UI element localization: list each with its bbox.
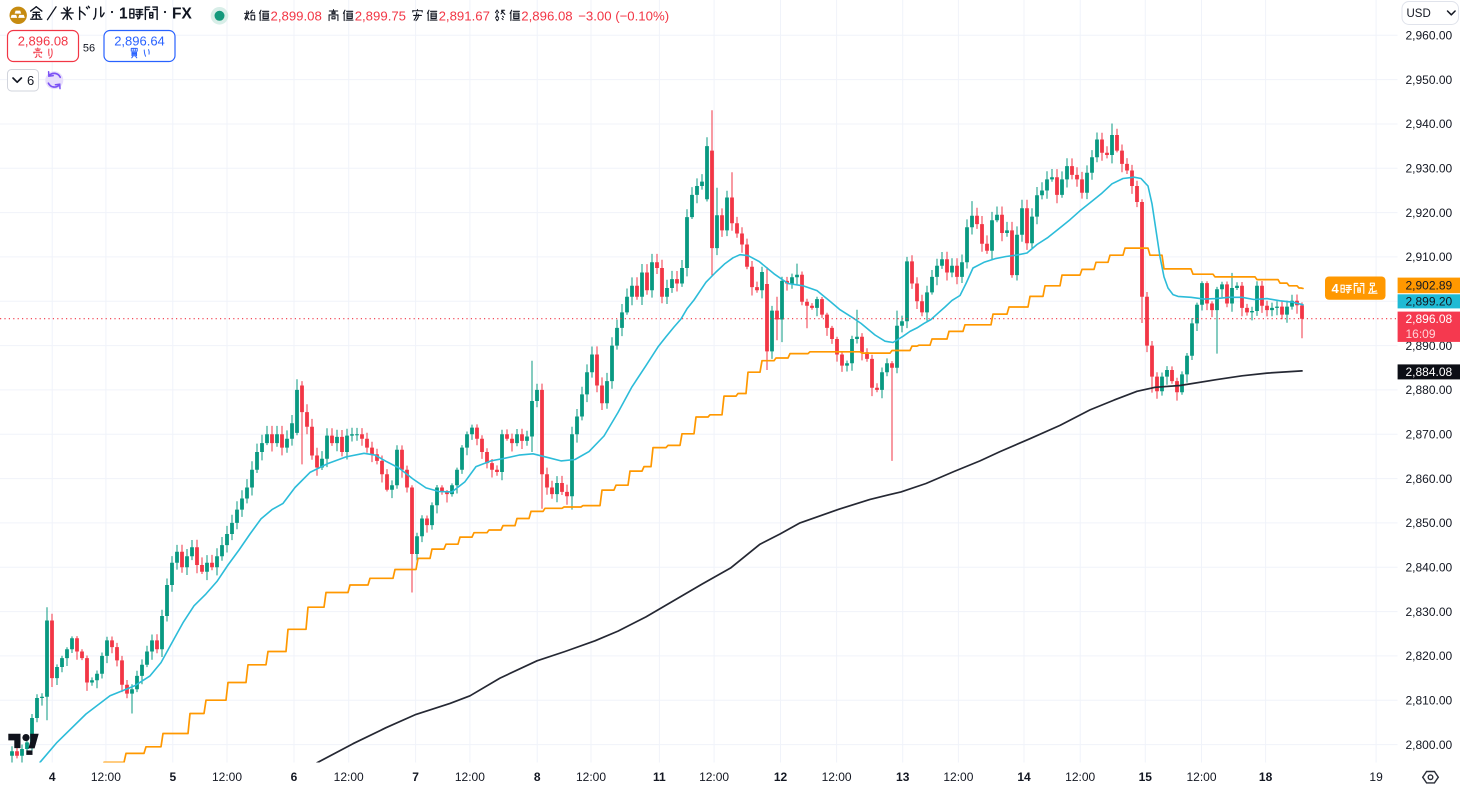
svg-text:FX: FX (172, 6, 192, 23)
svg-text:2,820.00: 2,820.00 (1406, 649, 1453, 663)
svg-text:2,891.67: 2,891.67 (439, 8, 490, 23)
svg-text:2,960.00: 2,960.00 (1406, 29, 1453, 43)
svg-text:2,850.00: 2,850.00 (1406, 516, 1453, 530)
svg-text:2,810.00: 2,810.00 (1406, 693, 1453, 707)
svg-text:56: 56 (83, 42, 95, 54)
svg-text:12:00: 12:00 (943, 770, 973, 784)
svg-text:2,896.08: 2,896.08 (521, 8, 572, 23)
svg-text:12:00: 12:00 (699, 770, 729, 784)
svg-text:2,896.08: 2,896.08 (18, 33, 69, 48)
svg-text:11: 11 (653, 770, 666, 784)
svg-text:12:00: 12:00 (91, 770, 121, 784)
svg-text:12:00: 12:00 (1186, 770, 1216, 784)
svg-text:4: 4 (1332, 281, 1340, 296)
svg-text:13: 13 (896, 770, 910, 784)
svg-text:2,950.00: 2,950.00 (1406, 73, 1453, 87)
svg-text:19: 19 (1369, 770, 1383, 784)
svg-text:1: 1 (119, 6, 128, 23)
svg-text:2,840.00: 2,840.00 (1406, 561, 1453, 575)
svg-text:12:00: 12:00 (822, 770, 852, 784)
svg-text:6: 6 (291, 770, 298, 784)
svg-text:2,896.08: 2,896.08 (1406, 312, 1453, 326)
svg-text:12:00: 12:00 (576, 770, 606, 784)
svg-text:−3.00 (−0.10%): −3.00 (−0.10%) (578, 8, 669, 23)
svg-text:2,896.64: 2,896.64 (114, 33, 165, 48)
svg-text:2,860.00: 2,860.00 (1406, 472, 1453, 486)
svg-text:2,899.75: 2,899.75 (355, 8, 406, 23)
svg-text:15: 15 (1139, 770, 1153, 784)
svg-text:7: 7 (412, 770, 419, 784)
svg-text:2,930.00: 2,930.00 (1406, 162, 1453, 176)
svg-text:12: 12 (774, 770, 788, 784)
svg-text:2,899.20: 2,899.20 (1406, 295, 1453, 309)
svg-text:6: 6 (27, 73, 34, 88)
svg-text:2,880.00: 2,880.00 (1406, 383, 1453, 397)
svg-text:4: 4 (49, 770, 56, 784)
svg-text:12:00: 12:00 (1065, 770, 1095, 784)
svg-text:2,884.08: 2,884.08 (1406, 365, 1453, 379)
svg-text:2,830.00: 2,830.00 (1406, 605, 1453, 619)
svg-text:12:00: 12:00 (455, 770, 485, 784)
svg-text:2,902.89: 2,902.89 (1406, 279, 1453, 293)
svg-text:2,920.00: 2,920.00 (1406, 206, 1453, 220)
svg-text:12:00: 12:00 (334, 770, 364, 784)
svg-text:2,890.00: 2,890.00 (1406, 339, 1453, 353)
svg-text:5: 5 (169, 770, 176, 784)
svg-text:2,870.00: 2,870.00 (1406, 428, 1453, 442)
svg-text:2,940.00: 2,940.00 (1406, 117, 1453, 131)
svg-text:2,899.08: 2,899.08 (271, 8, 322, 23)
svg-text:2,910.00: 2,910.00 (1406, 250, 1453, 264)
svg-text:12:00: 12:00 (212, 770, 242, 784)
svg-text:2,800.00: 2,800.00 (1406, 738, 1453, 752)
svg-text:18: 18 (1259, 770, 1273, 784)
svg-text:8: 8 (534, 770, 541, 784)
svg-text:14: 14 (1017, 770, 1031, 784)
svg-text:16:09: 16:09 (1406, 327, 1436, 341)
svg-text:USD: USD (1407, 8, 1431, 20)
